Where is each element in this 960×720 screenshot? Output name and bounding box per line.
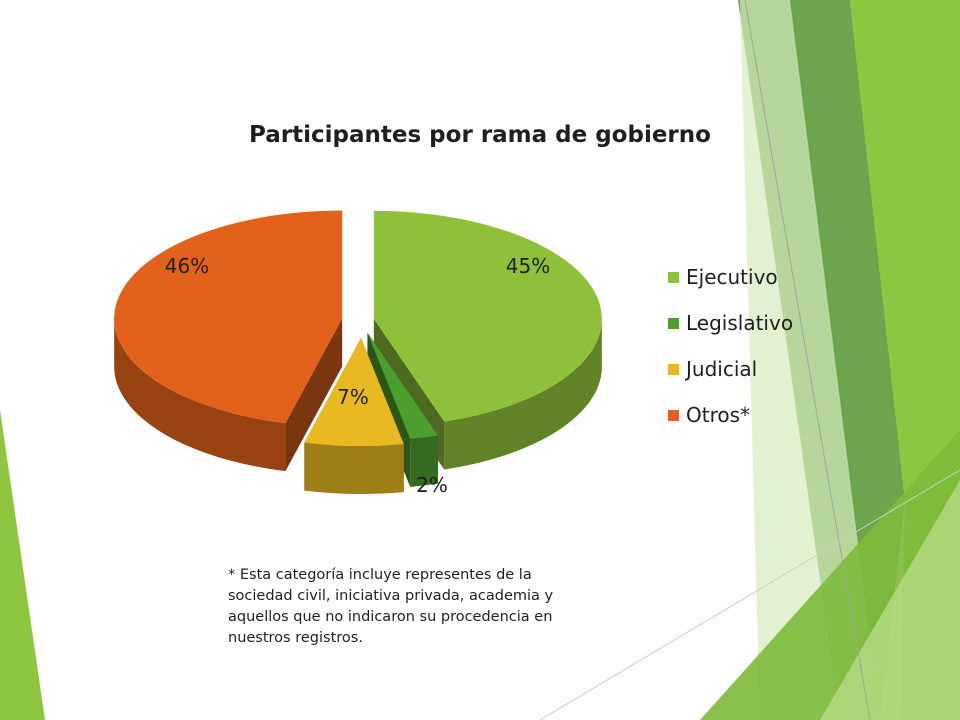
chart-title: Participantes por rama de gobierno [249,122,711,148]
pie-slice-side-ejecutivo [444,318,602,470]
pie-slice-side-judicial [304,442,404,494]
legend-swatch-ejecutivo [668,271,679,283]
pie-slice-otros [114,210,343,472]
data-label-legislativo: 2% [416,473,448,497]
pie-slice-top-legislativo [367,332,438,439]
data-label-otros: 46% [165,254,209,278]
legend-label-otros: Otros* [686,403,751,427]
pie-slice-side-otros [114,318,286,472]
legend-swatch-judicial [668,363,679,375]
pie-slice-top-otros [114,210,343,424]
footnote: * Esta categoría incluye representes de … [228,567,554,646]
pie-slice-top-ejecutivo [373,210,602,422]
deco-bottom-right-pale [820,480,960,720]
chart-legend: Ejecutivo Legislativo Judicial Otros* [668,254,793,438]
legend-item-otros: Otros* [668,392,793,438]
deco-thin-line-1 [744,0,871,720]
data-label-judicial: 7% [337,385,369,409]
deco-right-pale-band [740,0,880,720]
legend-label-ejecutivo: Ejecutivo [686,265,778,289]
pie-slice-judicial [304,337,404,494]
legend-item-judicial: Judicial [668,346,793,392]
pie-slice-top-judicial [304,337,404,446]
pie-slice-side-legislativo [410,435,438,487]
data-label-ejecutivo: 45% [506,254,550,278]
legend-swatch-otros [668,409,679,421]
legend-label-judicial: Judicial [686,357,758,381]
legend-item-ejecutivo: Ejecutivo [668,254,793,300]
deco-thin-line-2 [539,469,960,720]
pie-slice-wall-start-otros [285,318,343,472]
legend-swatch-legislativo [668,317,679,329]
legend-label-legislativo: Legislativo [686,311,794,335]
deco-left-green-wedge [0,410,45,720]
legend-item-legislativo: Legislativo [668,300,793,346]
